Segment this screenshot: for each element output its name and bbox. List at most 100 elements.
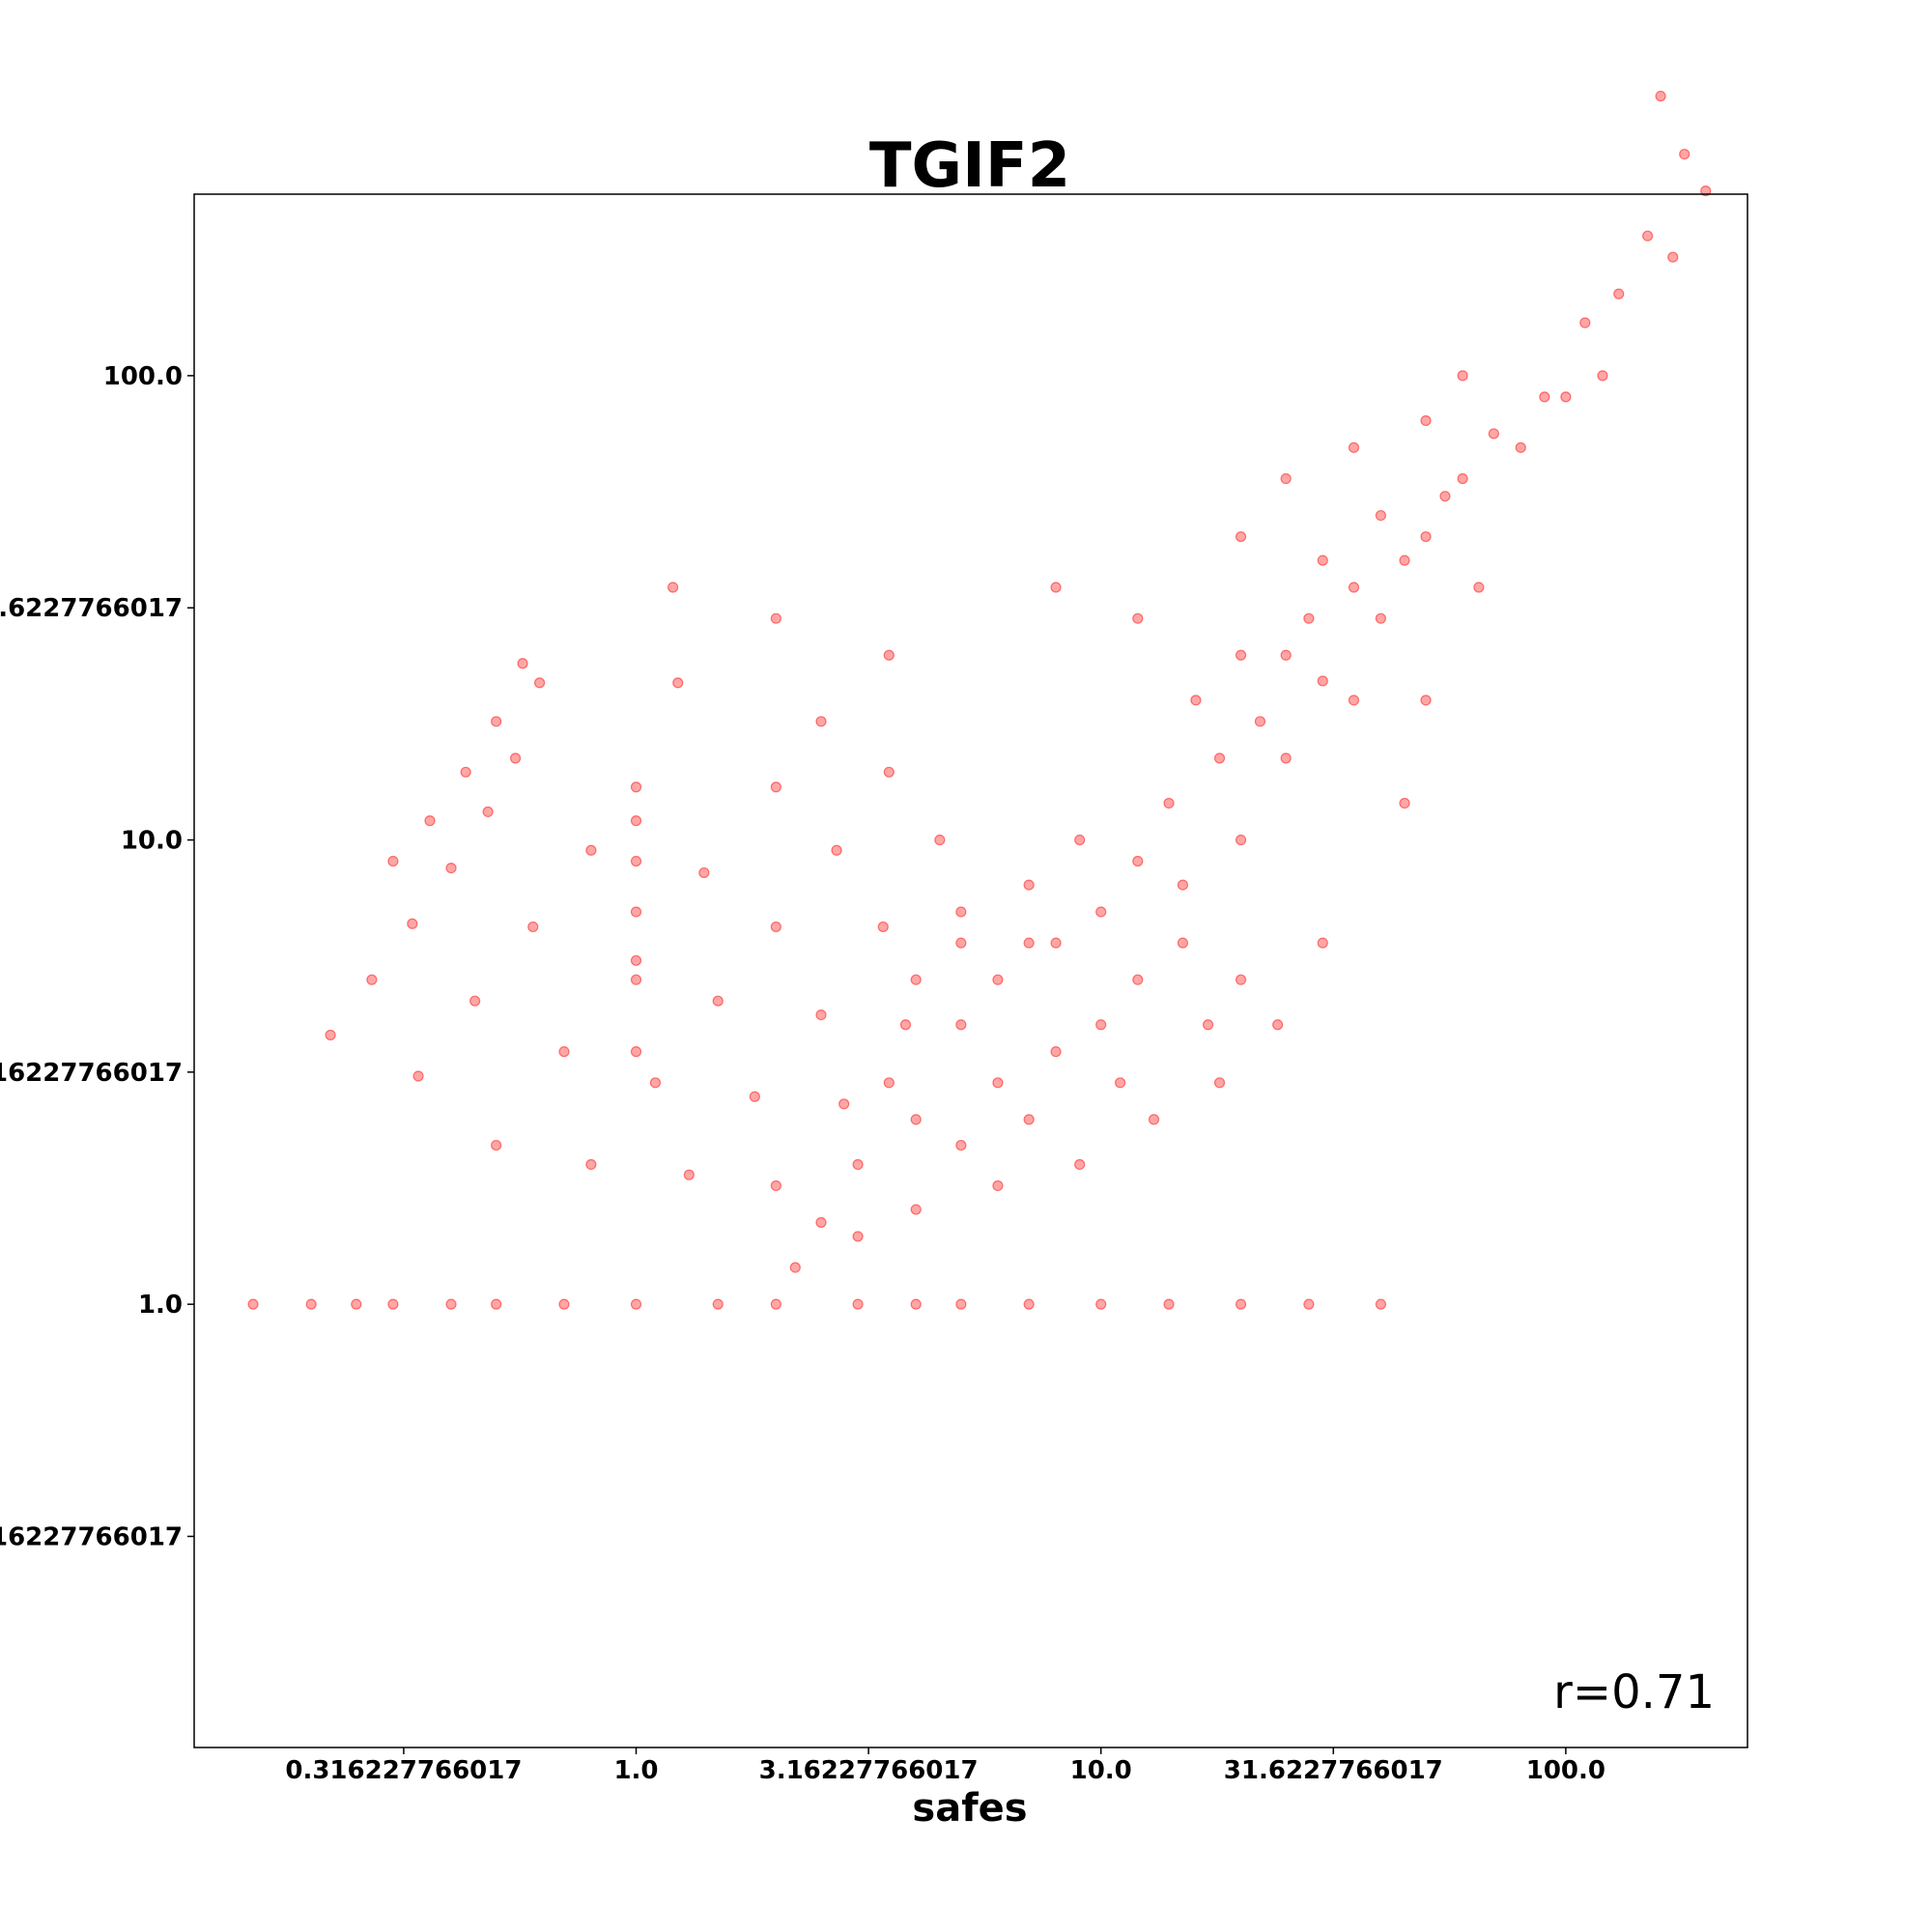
data-point [1163,797,1175,810]
data-point [1317,675,1328,687]
data-point [1095,906,1107,918]
data-point [672,677,684,689]
data-point [955,906,967,918]
data-point [698,867,710,879]
data-point [491,716,502,727]
data-point [558,1046,570,1058]
data-point [1700,185,1712,197]
data-point [1132,612,1144,624]
data-point [1095,1298,1107,1310]
data-point [1023,937,1035,949]
data-point [1235,974,1247,985]
data-point [1317,554,1328,566]
y-tick-label: 0.316227766017 [0,1522,183,1551]
data-point [1235,649,1247,661]
data-point [1235,834,1247,846]
data-point [1560,391,1572,403]
data-point [852,1231,864,1242]
data-point [1023,1298,1035,1310]
data-point [1348,582,1360,593]
data-point [815,716,827,727]
data-point [770,1179,781,1192]
data-point [387,1298,399,1310]
data-point [1235,530,1247,543]
data-point [649,1077,662,1089]
y-tick-label: 10.0 [121,827,183,856]
data-point [910,1298,922,1310]
plot-frame [193,193,1748,1748]
y-tick-label: 3.16227766017 [0,1059,183,1088]
data-point [1303,612,1315,624]
data-point [630,906,642,918]
data-point [852,1298,864,1310]
data-point [1613,288,1625,299]
data-point [955,1298,967,1310]
data-point [1539,391,1550,403]
data-point [770,921,781,933]
data-point [1023,879,1035,891]
data-point [1280,649,1292,661]
y-tick-label: 31.6227766017 [0,594,183,623]
y-axis: 0.316227766017 1.0 3.16227766017 10.0 31.622… [0,362,194,1551]
data-point [910,974,922,985]
x-tick-label: 31.6227766017 [1224,1756,1443,1785]
data-point [630,855,642,867]
data-point [838,1098,850,1110]
data-point [407,918,418,929]
data-point [630,1298,642,1310]
data-point [955,937,967,949]
data-point [558,1298,570,1310]
data-point [1420,695,1432,706]
data-point [899,1019,912,1031]
data-point [534,677,546,689]
data-point [1655,90,1666,102]
data-point [1074,834,1086,846]
data-point [992,974,1004,985]
data-point [630,815,642,827]
data-point [749,1091,760,1102]
data-point [1348,441,1360,453]
data-point [770,612,781,624]
data-point [831,844,842,856]
data-point [1190,695,1202,706]
data-point [1177,937,1189,949]
data-point [460,766,471,778]
data-point [712,995,724,1007]
x-axis-label: safes [912,1786,1027,1831]
data-point [412,1070,424,1082]
data-point [1488,428,1499,440]
correlation-annotation: r=0.71 [1553,1665,1715,1719]
data-point [1375,509,1387,522]
data-point [1597,370,1608,382]
data-point [789,1262,801,1273]
x-tick-label: 3.16227766017 [759,1756,979,1785]
data-point [1213,753,1226,764]
data-point [883,649,895,661]
data-point [1272,1019,1284,1031]
data-point [1317,937,1328,949]
data-point [630,781,642,793]
chart-title: TGIF2 [869,130,1070,202]
data-point [366,974,378,985]
data-point [517,658,528,669]
data-point [1420,530,1432,543]
x-tick-label: 100.0 [1526,1756,1605,1785]
data-point [910,1114,922,1125]
data-point [491,1298,502,1310]
data-point [1235,1298,1247,1310]
data-point [1375,612,1387,624]
data-point [445,1298,457,1310]
data-point [668,582,679,593]
data-point [1050,1046,1062,1058]
y-tick-label: 1.0 [138,1291,183,1320]
data-point [585,844,597,856]
data-point [877,921,889,933]
data-point [1132,974,1144,985]
data-point [1095,1019,1107,1031]
data-point [1642,230,1654,242]
data-point [1074,1158,1086,1171]
data-point [1303,1298,1315,1310]
data-point [469,995,481,1007]
data-point [630,1046,642,1058]
